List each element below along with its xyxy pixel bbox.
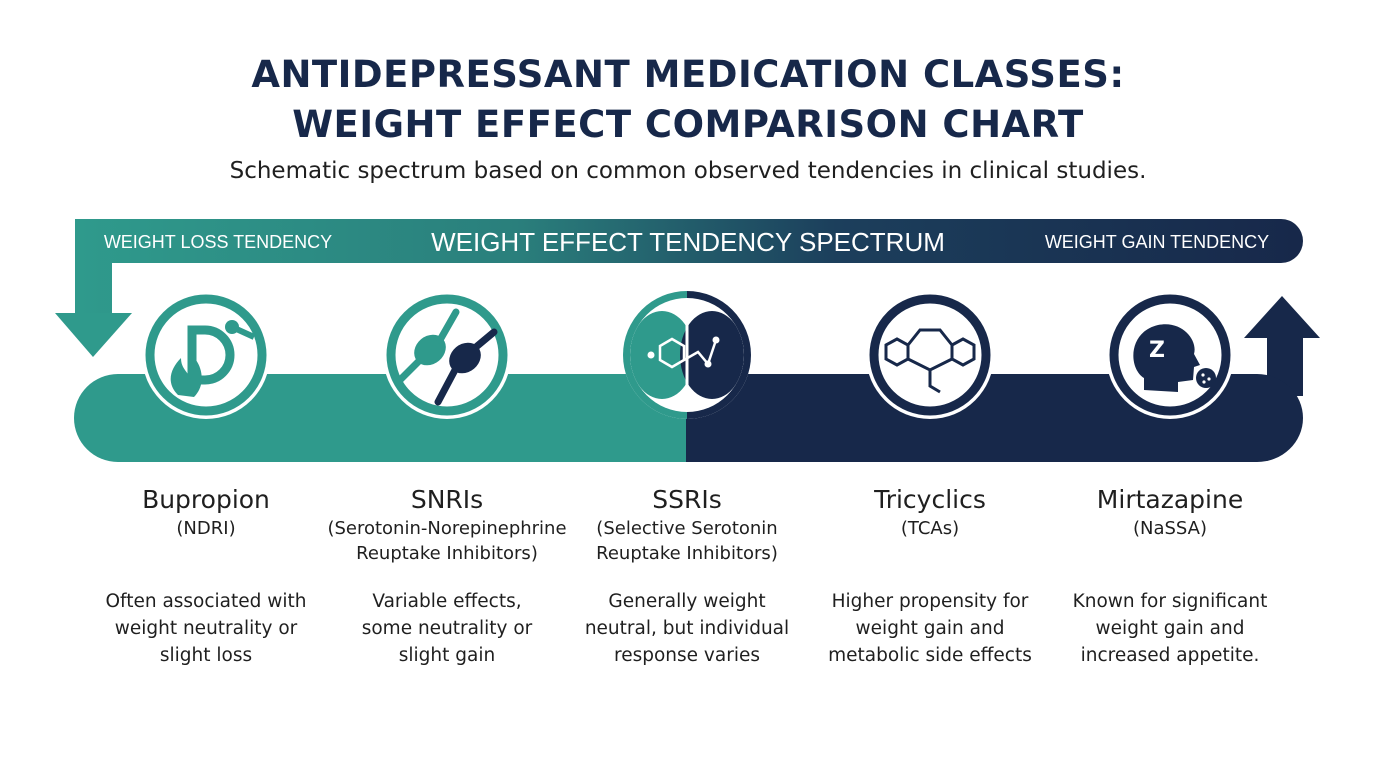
class-column: Bupropion (NDRI) Often associated with weig… [81,484,331,666]
description-line: Often associated with [105,591,307,612]
class-subtitle: (Selective Serotonin [596,518,778,539]
page-subtitle: Schematic spectrum based on common obser… [229,158,1147,184]
description-line: some neutrality or [361,618,533,639]
description-line: slight loss [159,645,253,666]
description-line: Variable effects, [372,591,522,612]
class-name: SNRIs [410,485,484,514]
description-line: weight neutrality or [114,618,298,639]
weight-loss-arrow [55,313,132,357]
class-name: Tricyclics [874,485,986,514]
description-line: slight gain [398,645,496,666]
description-line: Generally weight [608,591,766,612]
class-description: Variable effects, some neutrality or sligh… [322,588,572,669]
class-name: SSRIs [652,485,722,514]
tricyclic-molecule-icon [866,291,994,419]
class-subtitle: Reuptake Inhibitors) [596,543,778,564]
flame-dopamine-icon [142,291,270,419]
class-subtitle: Reuptake Inhibitors) [356,543,538,564]
class-subtitle: (NaSSA) [1132,518,1208,539]
class-column: SNRIs (Serotonin-Norepinephrine Reuptake I… [322,484,572,666]
weight-gain-label: WEIGHT GAIN TENDENCY [1045,232,1269,252]
class-description: Often associated with weight neutrality o… [81,588,331,669]
page-title: ANTIDEPRESSANT MEDICATION CLASSES: WEIGH… [0,50,1376,150]
description-line: Known for significant [1072,591,1268,612]
description-line: weight gain and [855,618,1005,639]
class-description: Higher propensity for weight gain and meta… [805,588,1055,669]
description-line: neutral, but individual [584,618,790,639]
weight-loss-label: WEIGHT LOSS TENDENCY [104,232,332,252]
class-subtitle: (Serotonin-Norepinephrine [327,518,567,539]
class-name: Bupropion [142,485,270,514]
dual-receptor-icon [383,291,511,419]
description-line: increased appetite. [1080,645,1260,666]
class-name: Mirtazapine [1096,485,1244,514]
class-column: Mirtazapine (NaSSA) Known for significant w… [1045,484,1295,666]
spectrum-center-label: WEIGHT EFFECT TENDENCY SPECTRUM [431,227,945,257]
description-line: Higher propensity for [831,591,1029,612]
description-line: response varies [614,645,760,666]
class-subtitle: (TCAs) [900,518,960,539]
brain-molecule-icon [623,291,751,419]
class-column: Tricyclics (TCAs) Higher propensity for wei… [805,484,1055,666]
class-subtitle: (NDRI) [176,518,236,539]
description-line: metabolic side effects [828,645,1032,666]
title-line-2: WEIGHT EFFECT COMPARISON CHART [292,103,1084,146]
title-line-1: ANTIDEPRESSANT MEDICATION CLASSES: [251,53,1125,96]
spectrum-band [75,219,1303,316]
description-line: weight gain and [1095,618,1245,639]
class-description: Generally weight neutral, but individual r… [562,588,812,669]
svg-text:Z: Z [1149,338,1165,363]
class-column: SSRIs (Selective Serotonin Reuptake Inhibi… [562,484,812,666]
sleep-appetite-head-icon: Z [1106,291,1234,419]
class-description: Known for significant weight gain and incr… [1045,588,1295,669]
